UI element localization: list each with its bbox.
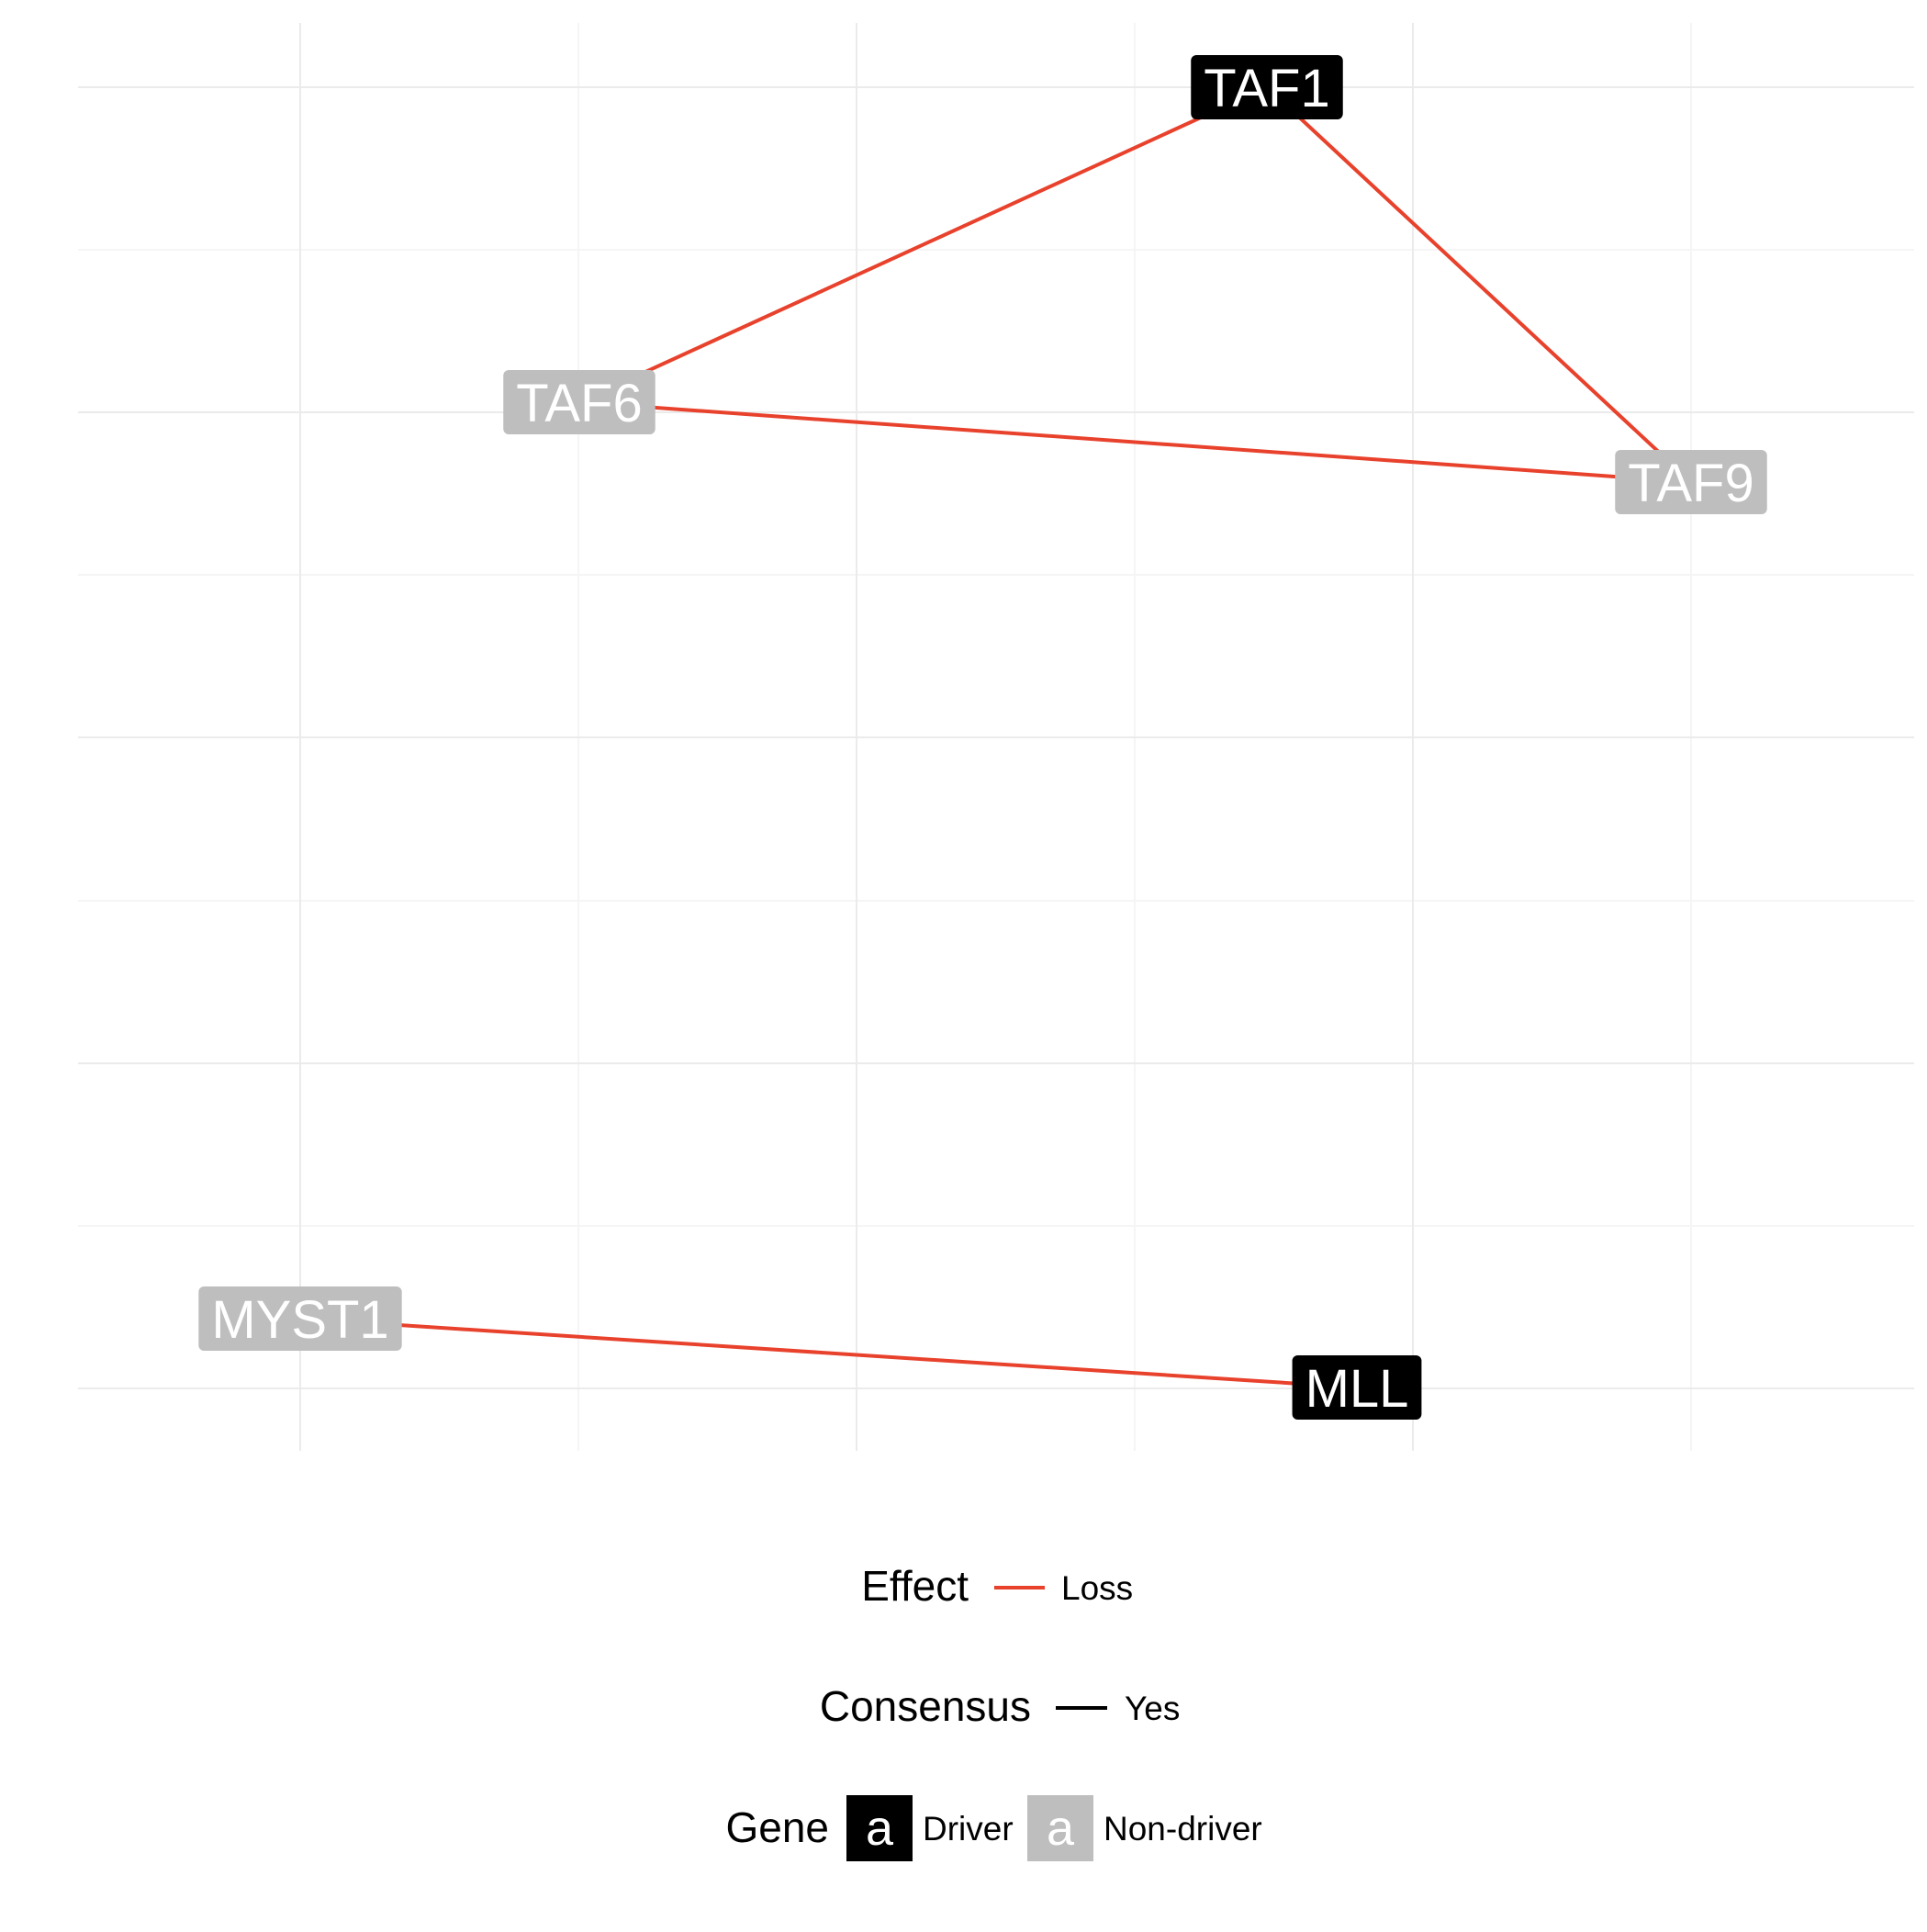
edge-taf1-taf9 bbox=[1265, 85, 1693, 484]
node-label-taf6: TAF6 bbox=[516, 374, 643, 433]
legend-gene-non-driver-label: Non-driver bbox=[1104, 1810, 1262, 1848]
node-box-myst1 bbox=[198, 1286, 402, 1351]
node-label-taf9: TAF9 bbox=[1628, 454, 1754, 513]
edge-taf6-taf9 bbox=[578, 400, 1692, 484]
node-box-taf1 bbox=[1191, 55, 1343, 119]
legend-effect-title: Effect bbox=[861, 1562, 969, 1610]
legend-consensus: Consensus Yes bbox=[820, 1682, 1181, 1730]
edge-layer bbox=[299, 85, 1693, 1389]
node-label-mll: MLL bbox=[1305, 1359, 1409, 1419]
node-myst1: MYST1 bbox=[198, 1286, 402, 1351]
node-box-taf6 bbox=[503, 370, 655, 434]
node-taf6: TAF6 bbox=[503, 370, 655, 434]
node-layer: TAF1 TAF6 TAF9 MYST1 MLL bbox=[198, 55, 1767, 1420]
legend-consensus-title: Consensus bbox=[820, 1682, 1031, 1730]
node-box-taf9 bbox=[1615, 450, 1767, 514]
legend-effect-loss-label: Loss bbox=[1061, 1569, 1133, 1607]
legend-gene-non-driver-glyph: a bbox=[1047, 1801, 1075, 1856]
legend-effect: Effect Loss bbox=[861, 1562, 1133, 1610]
legend-gene-driver-label: Driver bbox=[923, 1810, 1014, 1848]
node-box-mll bbox=[1292, 1355, 1422, 1420]
legend: Effect Loss Consensus Yes Gene a Driver … bbox=[725, 1562, 1262, 1861]
legend-gene: Gene a Driver a Non-driver bbox=[725, 1795, 1262, 1861]
node-label-taf1: TAF1 bbox=[1204, 59, 1330, 118]
node-taf9: TAF9 bbox=[1615, 450, 1767, 514]
legend-consensus-yes-label: Yes bbox=[1125, 1690, 1180, 1727]
legend-gene-non-driver-swatch bbox=[1027, 1795, 1093, 1861]
edge-taf6-taf1 bbox=[578, 85, 1268, 404]
node-label-myst1: MYST1 bbox=[211, 1290, 388, 1350]
edge-myst1-mll bbox=[299, 1317, 1358, 1389]
plot-grid bbox=[78, 23, 1914, 1451]
legend-gene-driver-swatch bbox=[846, 1795, 913, 1861]
legend-gene-driver-glyph: a bbox=[866, 1801, 894, 1856]
legend-gene-title: Gene bbox=[725, 1803, 829, 1851]
node-mll: MLL bbox=[1292, 1355, 1422, 1420]
node-taf1: TAF1 bbox=[1191, 55, 1343, 119]
